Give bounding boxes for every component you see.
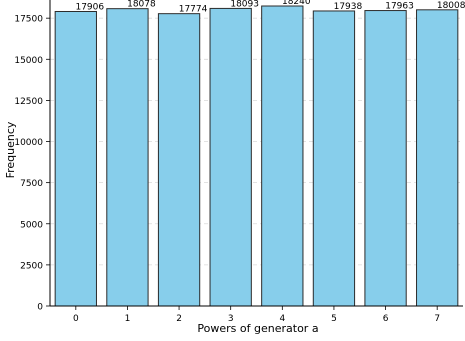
x-tick-label: 1 xyxy=(125,314,131,324)
data-label: 17906 xyxy=(75,2,104,12)
y-tick-label: 0 xyxy=(37,303,43,313)
bar xyxy=(261,5,304,307)
x-tick-label: 5 xyxy=(331,314,337,324)
data-label: 17963 xyxy=(385,2,414,12)
data-label: 17774 xyxy=(179,5,208,15)
y-tick-label: 2500 xyxy=(20,261,43,271)
y-axis-label: Frequency xyxy=(4,121,17,178)
y-tick-label: 17500 xyxy=(14,15,43,25)
y-tick-label: 15000 xyxy=(14,56,43,66)
x-tick-label: 6 xyxy=(383,314,389,324)
y-tick-label: 12500 xyxy=(14,97,43,107)
x-tick-label: 0 xyxy=(73,314,79,324)
bar xyxy=(209,7,252,307)
x-axis-label: Powers of generator a xyxy=(197,322,318,335)
y-tick-label: 7500 xyxy=(20,179,43,189)
x-tick-label: 3 xyxy=(228,314,234,324)
bar xyxy=(312,10,356,307)
bar xyxy=(364,10,407,307)
x-tick-label: 2 xyxy=(176,314,182,324)
bar xyxy=(416,9,459,307)
bar xyxy=(54,10,97,307)
data-label: 17938 xyxy=(334,2,363,12)
data-label: 18240 xyxy=(282,0,311,7)
axes: 0 2500 5000 7500 10000 12500 15000 17500 0 1 2 3 4 5 6… xyxy=(14,0,463,324)
y-tick-label: 10000 xyxy=(14,138,43,148)
x-tick-label: 4 xyxy=(279,314,285,324)
bars xyxy=(54,5,459,307)
data-label: 18008 xyxy=(437,1,465,11)
bar xyxy=(106,8,149,307)
y-tick-label: 5000 xyxy=(20,220,43,230)
bar xyxy=(157,13,201,307)
data-labels: 17906 18078 17774 18093 18240 17938 17963 18008 xyxy=(75,0,465,15)
data-label: 18093 xyxy=(230,0,259,9)
data-label: 18078 xyxy=(127,0,156,10)
x-tick-label: 7 xyxy=(434,314,440,324)
